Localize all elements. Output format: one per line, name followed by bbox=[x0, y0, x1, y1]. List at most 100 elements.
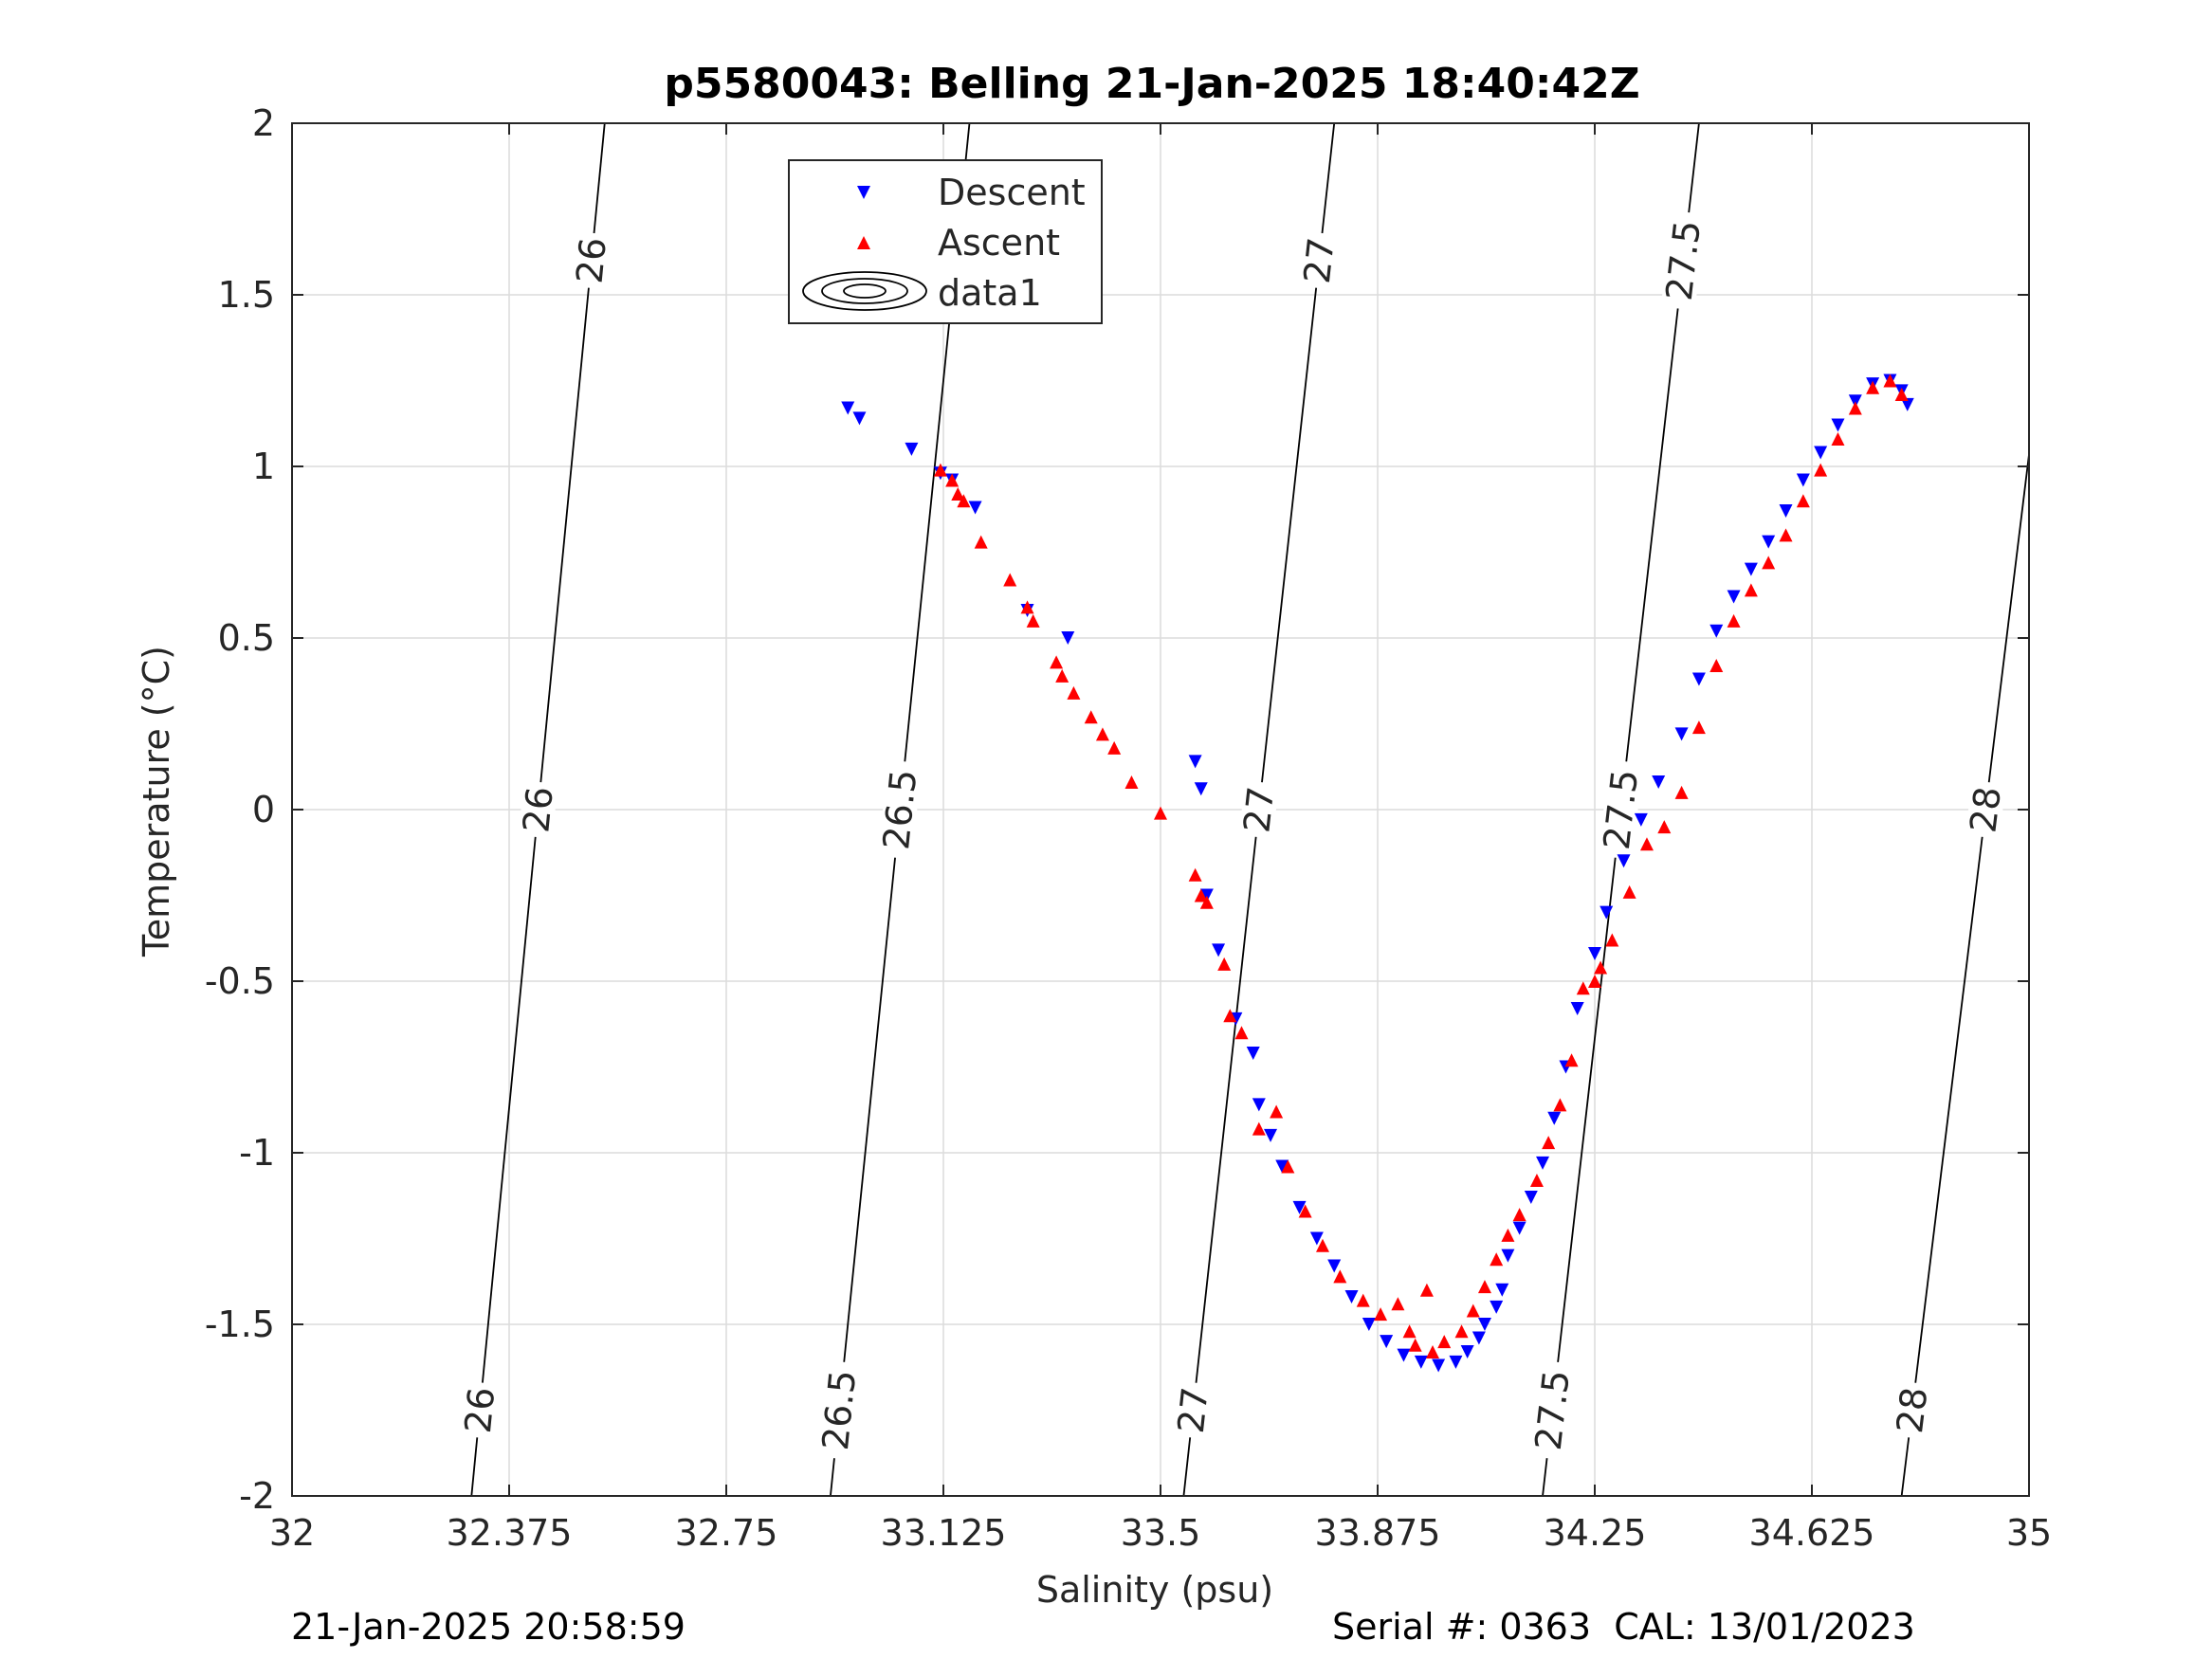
isopycnal-label-gap bbox=[571, 231, 612, 290]
ascent-marker bbox=[974, 535, 988, 549]
x-tick-label: 35 bbox=[2006, 1512, 2052, 1554]
ascent-marker bbox=[1333, 1269, 1347, 1284]
isopycnal-label-gap bbox=[1965, 780, 2006, 839]
ascent-marker bbox=[1594, 960, 1608, 975]
descent-marker bbox=[1814, 446, 1828, 460]
ascent-marker bbox=[1095, 727, 1109, 741]
ascent-marker bbox=[1188, 867, 1202, 882]
ascent-marker bbox=[1154, 806, 1167, 820]
y-tick-label: 1 bbox=[252, 446, 275, 487]
isopycnal-label: 26 bbox=[515, 785, 560, 834]
legend-contour-icon bbox=[843, 283, 887, 299]
ascent-marker bbox=[1020, 600, 1034, 614]
isopycnal-label-gap bbox=[1299, 231, 1340, 290]
descent-marker bbox=[1327, 1259, 1342, 1273]
legend-ascent-marker bbox=[857, 236, 870, 249]
footer-serial-cal: Serial #: 0363 CAL: 13/01/2023 bbox=[1332, 1606, 1915, 1648]
descent-marker bbox=[1432, 1358, 1446, 1373]
ascent-marker bbox=[1252, 1121, 1266, 1136]
ascent-marker bbox=[1605, 933, 1619, 947]
descent-marker bbox=[1188, 755, 1202, 769]
ascent-marker bbox=[951, 486, 965, 501]
descent-marker bbox=[1252, 1098, 1266, 1112]
descent-marker bbox=[1831, 418, 1845, 432]
ascent-marker bbox=[1588, 975, 1601, 988]
isopycnal-label-gap bbox=[1529, 1359, 1575, 1461]
ascent-marker bbox=[1553, 1098, 1567, 1112]
legend: Descent Ascent data1 bbox=[788, 159, 1103, 324]
descent-marker bbox=[1691, 672, 1706, 686]
ascent-marker bbox=[1426, 1344, 1440, 1358]
ascent-marker bbox=[1762, 556, 1776, 570]
ascent-marker bbox=[1639, 837, 1654, 851]
descent-marker bbox=[1212, 943, 1226, 957]
ascent-marker bbox=[1124, 775, 1139, 790]
ascent-marker bbox=[1727, 613, 1741, 628]
x-tick-label: 32 bbox=[269, 1512, 315, 1554]
ascent-marker bbox=[1084, 710, 1098, 724]
y-tick-label: -2 bbox=[239, 1475, 275, 1517]
ascent-marker bbox=[1576, 981, 1590, 995]
descent-marker bbox=[1472, 1331, 1486, 1345]
ascent-marker bbox=[1067, 685, 1081, 700]
descent-marker bbox=[1501, 1249, 1515, 1263]
x-tick-label: 34.25 bbox=[1544, 1512, 1647, 1554]
ascent-marker bbox=[1779, 528, 1793, 542]
descent-marker bbox=[1652, 775, 1666, 790]
ascent-marker bbox=[1050, 655, 1064, 669]
ascent-marker bbox=[1402, 1324, 1417, 1339]
data-series bbox=[841, 374, 1914, 1373]
legend-contour-icon bbox=[802, 271, 927, 311]
descent-marker bbox=[1414, 1355, 1428, 1369]
ascent-marker bbox=[1374, 1307, 1388, 1322]
descent-marker bbox=[1449, 1355, 1463, 1369]
ascent-marker bbox=[1622, 884, 1636, 899]
descent-marker bbox=[1199, 888, 1214, 902]
legend-label: data1 bbox=[938, 272, 1042, 314]
descent-marker bbox=[1495, 1283, 1509, 1297]
descent-marker bbox=[1194, 782, 1208, 796]
ascent-marker bbox=[1529, 1173, 1544, 1187]
ascent-marker bbox=[1490, 1252, 1504, 1267]
isopycnal-label: 26 bbox=[457, 1385, 503, 1434]
ascent-marker bbox=[1831, 432, 1845, 447]
ascent-marker bbox=[1194, 888, 1208, 902]
descent-marker bbox=[1744, 562, 1758, 576]
y-tick-label: -0.5 bbox=[205, 960, 275, 1002]
ascent-marker bbox=[1003, 573, 1017, 587]
isopycnal-label: 27.5 bbox=[1527, 1368, 1578, 1452]
series-ascent bbox=[933, 374, 1909, 1358]
legend-label: Descent bbox=[938, 172, 1086, 213]
ascent-marker bbox=[1466, 1304, 1480, 1318]
descent-marker bbox=[1900, 397, 1914, 411]
ascent-marker bbox=[1866, 380, 1880, 394]
ascent-marker bbox=[957, 494, 971, 508]
isopycnal-label: 26 bbox=[568, 236, 613, 285]
footer-timestamp: 21-Jan-2025 20:58:59 bbox=[291, 1606, 686, 1648]
descent-marker bbox=[1588, 947, 1601, 961]
descent-marker bbox=[1762, 535, 1776, 549]
isopycnal-line bbox=[1900, 454, 2030, 1497]
isopycnal-label: 27 bbox=[1170, 1385, 1216, 1435]
descent-marker bbox=[1570, 1001, 1584, 1015]
isopycnal-label: 27.5 bbox=[1596, 767, 1646, 851]
isopycnal-label: 28 bbox=[1962, 784, 2009, 834]
ascent-marker bbox=[1894, 387, 1909, 401]
descent-marker bbox=[1536, 1156, 1550, 1170]
x-tick-label: 33.125 bbox=[881, 1512, 1007, 1554]
descent-marker bbox=[1397, 1348, 1411, 1362]
descent-marker bbox=[1380, 1335, 1394, 1349]
ascent-marker bbox=[1315, 1238, 1329, 1252]
descent-marker bbox=[1275, 1159, 1289, 1174]
descent-marker bbox=[852, 411, 867, 426]
y-tick-label: 0 bbox=[252, 789, 275, 830]
ascent-marker bbox=[1419, 1283, 1434, 1297]
isopycnal-label-gap bbox=[1892, 1380, 1933, 1440]
ascent-marker bbox=[1542, 1136, 1556, 1150]
ascent-marker bbox=[1674, 785, 1689, 799]
legend-contour-icon bbox=[821, 278, 908, 304]
ascent-marker bbox=[1408, 1338, 1422, 1352]
ascent-marker bbox=[1217, 957, 1232, 971]
y-tick-label: 0.5 bbox=[218, 617, 275, 659]
descent-marker bbox=[1246, 1047, 1260, 1061]
